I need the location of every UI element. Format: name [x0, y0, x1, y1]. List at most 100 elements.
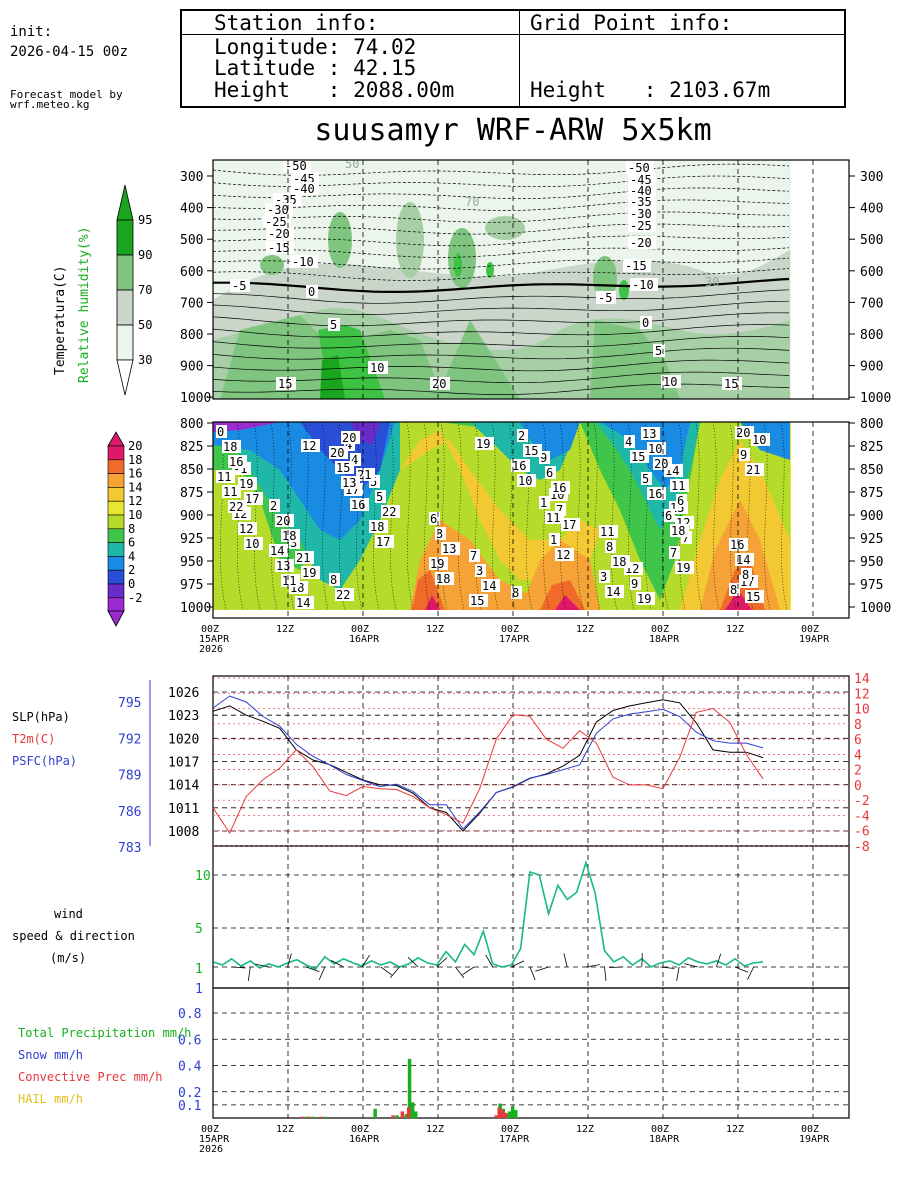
cb2-label: 16 — [128, 467, 142, 481]
time-date-label: 18APR — [649, 634, 680, 645]
low-temp-label: 3 — [436, 527, 443, 541]
t2m-line — [212, 707, 764, 835]
low-temp-label-bg — [735, 553, 754, 566]
precip-total-bar — [510, 1106, 515, 1118]
low-temp-label-bg — [545, 466, 556, 479]
precip-conv-bar — [406, 1107, 411, 1118]
temp-label-bg — [430, 377, 450, 390]
time-tick-label: 00Z — [801, 1124, 819, 1135]
wind-barb — [462, 966, 475, 976]
precip-conv-bar — [494, 1115, 498, 1118]
low-temp-label-bg — [539, 496, 550, 509]
p2-ytick-left: 875 — [180, 486, 203, 501]
low-temp-label: 12 — [556, 548, 570, 562]
time-tick-label: 12Z — [576, 1124, 594, 1135]
low-temp-contour — [695, 422, 703, 611]
wind-label-1: wind — [54, 907, 83, 921]
time-tick-label: 12Z — [726, 624, 744, 635]
precip-conv-bar — [306, 1116, 311, 1118]
p2-ytick-left: 850 — [180, 463, 203, 478]
wind-barb — [535, 966, 549, 972]
cb1-90: 90 — [138, 248, 152, 262]
cb2-swatch — [107, 459, 125, 474]
precip-conv-bar — [319, 1116, 323, 1118]
temp-contour — [213, 383, 790, 395]
station-height: Height : 2088.00m — [214, 78, 455, 102]
temp-contour-label: -15 — [625, 259, 647, 273]
p2-ytick-left: 825 — [180, 440, 203, 455]
low-temp-label: 18 — [282, 529, 296, 543]
low-temp-label-bg — [729, 538, 748, 551]
temp-contour-label: -30 — [267, 203, 289, 217]
low-temp-label-bg — [429, 512, 440, 525]
low-temp-label: 13 — [276, 559, 290, 573]
p1-ytick-right: 900 — [860, 360, 883, 375]
low-temp-label-bg — [329, 573, 340, 586]
slp-tick: 1014 — [168, 779, 199, 794]
low-temp-label: 6 — [430, 512, 437, 526]
precip-total-bar — [310, 1116, 315, 1118]
low-temp-label-bg — [356, 468, 375, 481]
cb2-swatch — [107, 487, 125, 502]
grid-lines — [213, 160, 849, 1118]
low-temp-label-bg — [641, 427, 660, 440]
temp-label-bg — [266, 241, 294, 254]
temp-label-bg — [306, 285, 318, 298]
slp-tick: 1011 — [168, 802, 199, 817]
cb2-label: 14 — [128, 480, 142, 494]
low-temp-label-bg — [301, 566, 320, 579]
psfc-tick: 786 — [118, 805, 141, 820]
p2-ytick-left: 975 — [180, 578, 203, 593]
low-temp-label-bg — [517, 474, 536, 487]
low-temp-contour — [678, 422, 686, 611]
low-temp-contour — [253, 422, 261, 611]
wind-barb — [318, 966, 326, 980]
credit-line1: Forecast model by — [10, 88, 123, 101]
precip-bars — [300, 1058, 518, 1119]
low-temp-contour — [542, 422, 550, 611]
low-temp-label-bg — [375, 490, 386, 503]
grid-info-title: Grid Point info: — [530, 11, 733, 35]
time-date-label: 15APR — [199, 1134, 230, 1145]
low-temp-label: 15 — [524, 444, 538, 458]
temp-contour-label: -5 — [598, 291, 612, 305]
low-temp-label-bg — [275, 514, 294, 527]
low-temp-label: 5 — [370, 475, 377, 489]
cb2-swatch — [107, 528, 125, 543]
low-temp-label-bg — [269, 499, 280, 512]
temp-label-bg — [266, 227, 294, 240]
low-temp-label-bg — [475, 437, 494, 450]
t2m-tick: 0 — [854, 779, 862, 794]
low-temp-label: 14 — [296, 596, 310, 610]
time-tick-label: 12Z — [276, 1124, 294, 1135]
cb1-30: 30 — [138, 353, 152, 367]
low-temp-label: 10 — [752, 433, 766, 447]
low-temp-labels: 0-12384567891011121314151617181920212245… — [216, 422, 788, 611]
low-temp-label-bg — [670, 479, 689, 492]
cb2-swatch — [107, 542, 125, 557]
cb2-swatch — [107, 445, 125, 461]
time-date-label: 16APR — [349, 1134, 380, 1145]
slp-tick: 1023 — [168, 709, 199, 724]
low-temp-label-bg — [605, 540, 616, 553]
rh-contour-label: 50 — [345, 157, 359, 171]
temp-label-bg — [640, 316, 652, 329]
time-tick-label: 00Z — [351, 1124, 369, 1135]
rh-colorbar: 95 90 70 50 30 — [116, 184, 152, 396]
low-temp-contour — [508, 422, 516, 611]
cb2-label: 10 — [128, 508, 142, 522]
wind-barb — [247, 966, 251, 981]
time-date-label: 19APR — [799, 634, 830, 645]
wind-barb — [511, 960, 525, 968]
legend-hail: HAIL mm/h — [18, 1092, 83, 1106]
cb2-swatch — [107, 473, 125, 488]
low-temp-label: 13 — [342, 476, 356, 490]
temp-contour-label: -20 — [630, 236, 652, 250]
temp-contour — [213, 347, 790, 360]
series — [212, 695, 764, 981]
cb2-label: 6 — [128, 536, 135, 550]
wind-barb — [529, 966, 536, 981]
p2-ytick-right: 850 — [860, 463, 883, 478]
low-temp-label-bg — [269, 544, 288, 557]
precip-total-bar — [323, 1116, 327, 1118]
